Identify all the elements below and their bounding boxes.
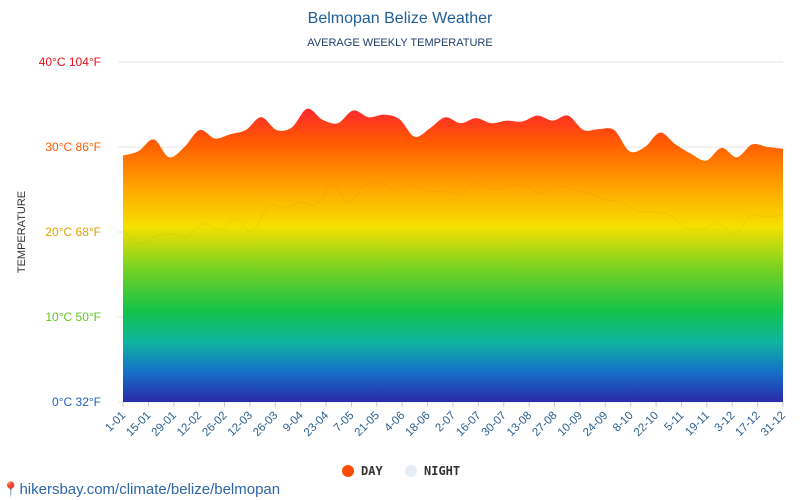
chart-series [122,108,784,402]
chart-title: Belmopan Belize Weather [308,10,493,27]
x-tick-label: 19-11 [683,410,712,439]
x-tick-label: 31-12 [759,410,788,439]
x-tick-label: 18-06 [403,410,432,439]
x-tick-label: 12-03 [226,410,255,439]
x-tick-label: 15-01 [124,410,153,439]
x-tick-label: 21-05 [353,410,382,439]
x-tick-label: 23-04 [302,409,332,439]
legend-day-marker[interactable] [342,465,354,477]
x-tick-label: 29-01 [150,410,179,439]
site-url[interactable]: hikersbay.com/climate/belize/belmopan [19,481,281,498]
x-tick-label: 26-03 [251,410,280,439]
x-tick-label: 12-02 [175,410,204,439]
day-series-area [123,108,783,402]
x-tick-label: 16-07 [454,410,483,439]
x-tick-label: 13-08 [505,410,534,439]
x-tick-label: 10-09 [556,410,585,439]
x-tick-label: 26-02 [200,410,229,439]
night-series-line [122,181,784,245]
y-tick-label: 30°C 86°F [45,140,101,154]
legend-night-label[interactable]: NIGHT [424,464,460,478]
site-link[interactable]: 📍hikersbay.com/climate/belize/belmopan [2,481,280,498]
y-axis-title: TEMPERATURE [16,191,28,273]
y-axis-labels: 0°C 32°F 10°C 50°F 20°C 68°F 30°C 86°F 40°C … [39,55,101,409]
y-tick-label: 0°C 32°F [52,395,101,409]
location-pin-icon: 📍 [2,481,20,497]
x-tick-label: 22-10 [632,410,661,439]
y-tick-label: 10°C 50°F [45,310,101,324]
x-tick-label: 30-07 [480,410,509,439]
x-tick-label: 24-09 [581,410,610,439]
legend-day-label[interactable]: DAY [361,464,383,478]
legend: DAY NIGHT [342,464,460,478]
chart-subtitle: AVERAGE WEEKLY TEMPERATURE [307,37,492,49]
x-tick-label: 17-12 [733,410,762,439]
y-tick-label: 40°C 104°F [39,55,101,69]
x-tick-label: 27-08 [530,410,559,439]
y-tick-label: 20°C 68°F [45,225,101,239]
legend-night-marker[interactable] [405,465,417,477]
